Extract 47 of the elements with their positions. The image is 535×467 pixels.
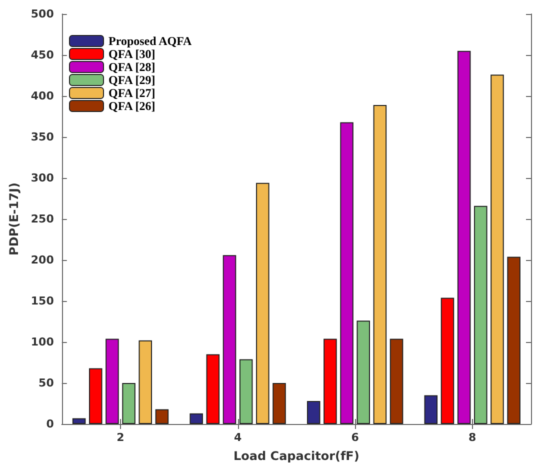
legend-label: QFA [30] — [108, 47, 156, 61]
bar — [490, 74, 504, 424]
bar — [424, 395, 438, 424]
x-axis-title: Load Capacitor(fF) — [234, 449, 360, 463]
bar — [89, 368, 102, 424]
bar — [155, 409, 169, 424]
y-tick-label: 450 — [30, 48, 54, 62]
bar — [373, 105, 387, 424]
bar — [272, 383, 286, 424]
bar — [239, 359, 253, 424]
legend-label: Proposed AQFA — [108, 34, 192, 48]
bar — [440, 298, 454, 424]
bar — [390, 338, 404, 424]
legend-label: QFA [28] — [108, 60, 156, 74]
bar — [122, 383, 136, 424]
bar — [190, 413, 203, 424]
bar — [474, 206, 488, 424]
y-tick-label: 300 — [30, 172, 54, 184]
legend-label: QFA [27] — [108, 86, 156, 100]
bar — [324, 338, 337, 424]
y-tick-label: 250 — [30, 212, 54, 226]
bar — [222, 255, 236, 424]
x-tick-label: 6 — [351, 431, 360, 444]
y-tick-label: 50 — [38, 376, 54, 390]
y-tick-label: 350 — [30, 130, 54, 144]
bar — [138, 340, 152, 424]
y-tick-label: 400 — [30, 90, 54, 102]
bar — [106, 338, 119, 424]
x-tick-label: 2 — [116, 431, 124, 444]
y-tick-label: 500 — [30, 8, 54, 20]
y-tick-label: 0 — [46, 418, 54, 430]
y-tick-label: 100 — [30, 336, 54, 348]
y-tick-label: 200 — [30, 254, 54, 266]
bar — [206, 354, 220, 424]
x-tick-label: 4 — [234, 431, 242, 444]
bar — [457, 50, 471, 424]
legend-label: QFA [26] — [108, 99, 156, 113]
bar — [256, 182, 270, 424]
y-tick-label: 150 — [30, 294, 54, 308]
bar — [306, 401, 320, 424]
bar — [72, 418, 86, 424]
legend-label: QFA [29] — [108, 73, 156, 87]
x-tick-label: 8 — [468, 431, 476, 444]
bar — [356, 320, 370, 424]
bar — [340, 122, 354, 424]
bar — [507, 256, 520, 424]
y-axis-title: PDP(E-17J) — [7, 182, 21, 256]
